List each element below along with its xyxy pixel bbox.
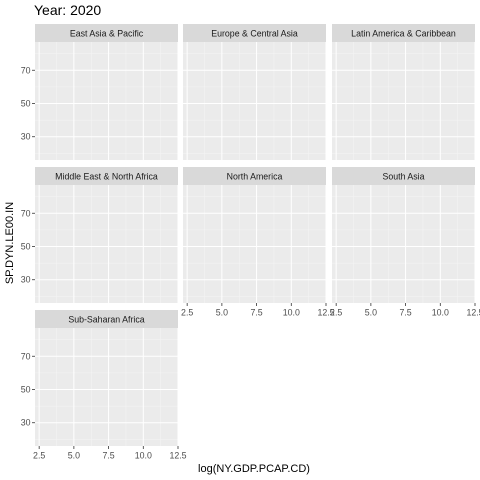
- x-tick-label: 2.5: [330, 308, 342, 318]
- facet-strip-label: North America: [227, 172, 283, 182]
- y-tick-label: 50: [21, 98, 31, 108]
- x-tick-label: 7.5: [102, 451, 114, 461]
- y-tick-label: 50: [21, 241, 31, 251]
- chart-title: Year: 2020: [34, 2, 101, 18]
- x-tick-label: 5.0: [68, 451, 80, 461]
- x-tick-label: 10.0: [135, 451, 152, 461]
- plot-panel: [183, 185, 326, 303]
- x-tick-label: 12.5: [317, 308, 334, 318]
- x-tick-label: 7.5: [250, 308, 262, 318]
- plot-panel: [35, 185, 178, 303]
- facet-strip: [35, 310, 178, 328]
- x-tick-label: 10.0: [283, 308, 300, 318]
- x-tick-label: 5.0: [216, 308, 228, 318]
- facet-strip-label: East Asia & Pacific: [70, 29, 144, 39]
- facet-north-america: North America 2.5 5.0 7.5 10.0 12.5: [181, 167, 335, 318]
- plot-panel: [332, 42, 475, 160]
- y-tick-label: 70: [21, 351, 31, 361]
- x-tick-label: 2.5: [33, 451, 45, 461]
- facet-south-asia: South Asia 2.5 5.0 7.5 10.0 12.5: [330, 167, 480, 318]
- facet-panels: East Asia & Pacific 30 50 70 Europe & Centra…: [21, 24, 480, 461]
- facet-strip-label: Middle East & North Africa: [55, 172, 158, 182]
- facet-strip: [183, 167, 326, 185]
- plot-panel: [35, 328, 178, 446]
- facet-strip: [332, 167, 475, 185]
- y-tick-label: 30: [21, 418, 31, 428]
- y-tick-label: 30: [21, 132, 31, 142]
- plot-panel: [183, 42, 326, 160]
- x-tick-label: 12.5: [169, 451, 186, 461]
- facet-latin-america-caribbean: Latin America & Caribbean: [332, 24, 476, 160]
- x-tick-label: 12.5: [466, 308, 480, 318]
- facet-middle-east-north-africa: Middle East & North Africa 30 50 70: [21, 167, 179, 303]
- facet-strip-label: Latin America & Caribbean: [351, 29, 456, 39]
- x-tick-label: 10.0: [432, 308, 449, 318]
- facet-strip-label: Sub-Saharan Africa: [68, 315, 144, 325]
- x-tick-label: 2.5: [181, 308, 193, 318]
- plot-panel: [35, 42, 178, 160]
- facet-strip-label: Europe & Central Asia: [211, 29, 298, 39]
- x-tick-label: 7.5: [399, 308, 411, 318]
- facet-europe-central-asia: Europe & Central Asia: [183, 24, 327, 160]
- y-axis-label: SP.DYN.LE00.IN: [4, 202, 16, 284]
- facet-strip-label: South Asia: [382, 172, 424, 182]
- facet-strip: [183, 24, 326, 42]
- facet-strip: [35, 167, 178, 185]
- y-tick-label: 70: [21, 208, 31, 218]
- y-tick-label: 50: [21, 384, 31, 394]
- y-tick-label: 70: [21, 65, 31, 75]
- facet-sub-saharan-africa: Sub-Saharan Africa 30 50 70 2.5 5.0 7.5 10.0 12.…: [21, 310, 187, 461]
- y-tick-label: 30: [21, 275, 31, 285]
- x-tick-label: 5.0: [365, 308, 377, 318]
- facet-strip: [35, 24, 178, 42]
- facet-east-asia-pacific: East Asia & Pacific 30 50 70: [21, 24, 179, 160]
- x-axis-label: log(NY.GDP.PCAP.CD): [198, 463, 310, 475]
- plot-panel: [332, 185, 475, 303]
- facet-strip: [332, 24, 475, 42]
